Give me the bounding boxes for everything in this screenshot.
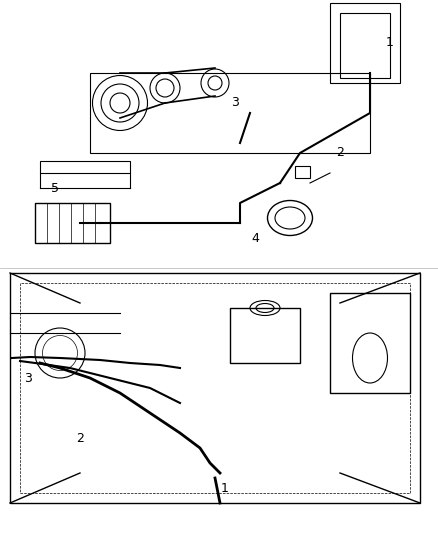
Text: 5: 5	[51, 182, 59, 195]
Bar	[40, 161, 130, 173]
Bar	[230, 308, 300, 363]
Bar	[35, 203, 110, 243]
Text: 1: 1	[221, 481, 229, 495]
Bar	[10, 273, 420, 503]
Text: 1: 1	[386, 36, 394, 50]
Bar	[340, 13, 390, 78]
Bar	[330, 3, 400, 83]
Text: 3: 3	[24, 372, 32, 384]
Bar	[90, 73, 370, 153]
Bar	[20, 283, 410, 493]
Bar	[295, 166, 310, 178]
Text: 2: 2	[76, 432, 84, 445]
Text: 4: 4	[251, 231, 259, 245]
Text: 3: 3	[231, 96, 239, 109]
Bar	[330, 293, 410, 393]
Text: 2: 2	[336, 147, 344, 159]
